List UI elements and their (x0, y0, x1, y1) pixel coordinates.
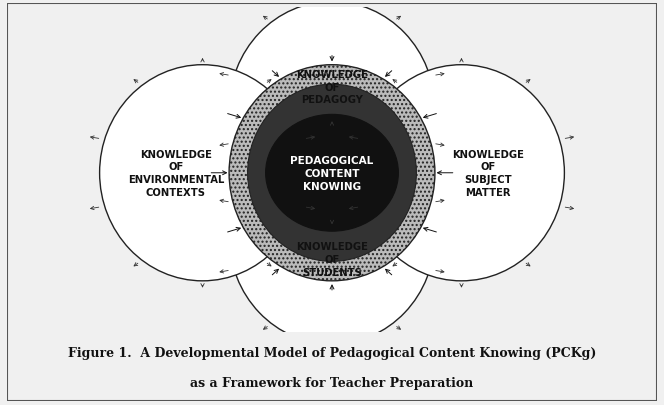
Text: KNOWLEDGE
OF
STUDENTS: KNOWLEDGE OF STUDENTS (296, 241, 368, 277)
Text: KNOWLEDGE
OF
SUBJECT
MATTER: KNOWLEDGE OF SUBJECT MATTER (452, 149, 524, 198)
Ellipse shape (100, 66, 305, 281)
Text: KNOWLEDGE
OF
ENVIRONMENTAL
CONTEXTS: KNOWLEDGE OF ENVIRONMENTAL CONTEXTS (127, 149, 224, 198)
Ellipse shape (248, 85, 416, 262)
Ellipse shape (266, 115, 398, 232)
Ellipse shape (229, 66, 435, 281)
Text: PEDAGOGICAL
CONTENT
KNOWING: PEDAGOGICAL CONTENT KNOWING (290, 155, 374, 192)
Text: Figure 1.  A Developmental Model of Pedagogical Content Knowing (PCKg): Figure 1. A Developmental Model of Pedag… (68, 346, 596, 359)
Ellipse shape (229, 2, 435, 218)
Ellipse shape (229, 129, 435, 344)
Ellipse shape (359, 66, 564, 281)
Text: as a Framework for Teacher Preparation: as a Framework for Teacher Preparation (191, 376, 473, 389)
Text: KNOWLEDGE
OF
PEDAGOGY: KNOWLEDGE OF PEDAGOGY (296, 70, 368, 105)
